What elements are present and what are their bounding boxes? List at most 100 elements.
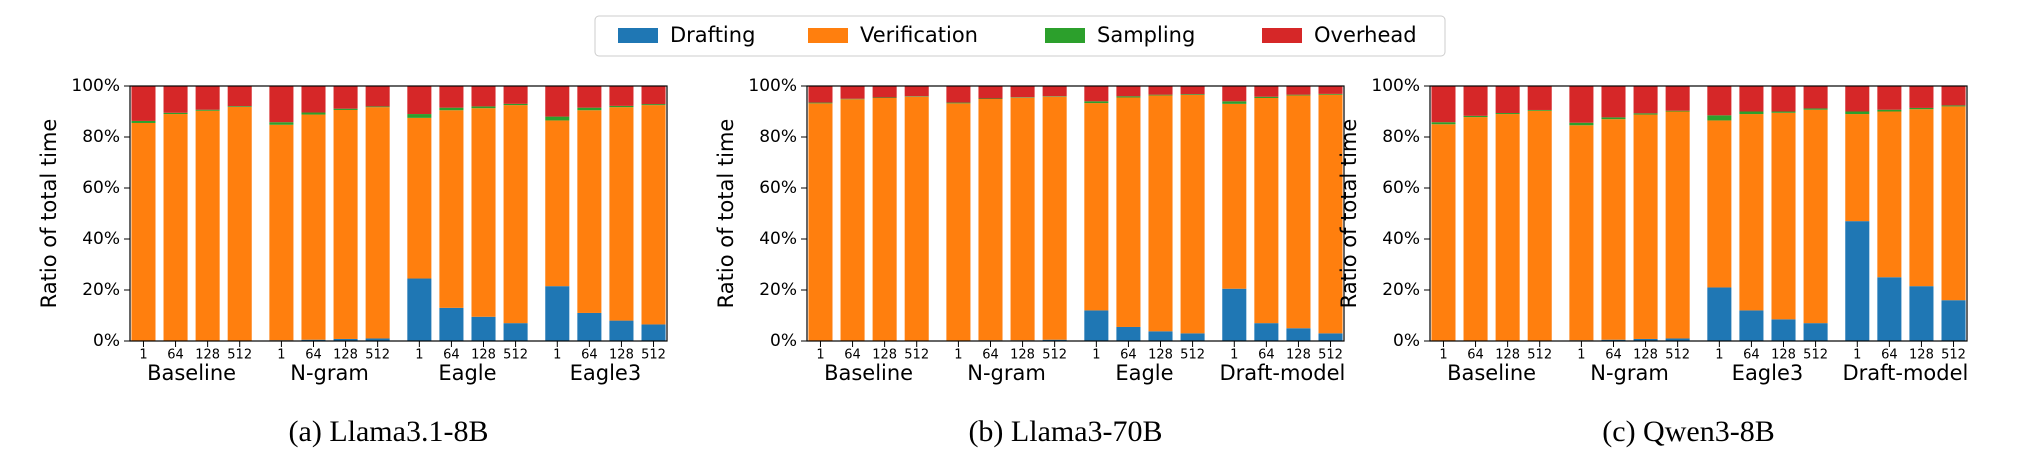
x-tick-label: 512 <box>1318 348 1343 363</box>
bar-segment <box>163 114 188 341</box>
bar-segment <box>1803 323 1828 341</box>
x-tick-label: 1 <box>1439 348 1447 363</box>
x-tick-label: 1 <box>954 348 962 363</box>
y-tick-label: 40% <box>82 229 120 249</box>
bar-segment <box>577 86 602 108</box>
bar-segment <box>407 117 432 279</box>
x-tick-label: 1 <box>415 348 423 363</box>
legend-swatch <box>1262 28 1302 43</box>
x-tick-label: 128 <box>1909 348 1934 363</box>
plot-frame <box>129 85 668 342</box>
caption: (c) Qwen3-8B <box>1602 415 1774 448</box>
bar-segment <box>227 106 252 107</box>
bar-segment <box>609 320 634 341</box>
bar-segment <box>1739 114 1764 311</box>
bar-segment <box>1116 96 1141 98</box>
y-tick-label: 20% <box>759 280 797 300</box>
y-tick-label: 60% <box>759 178 797 198</box>
bar-segment <box>1254 96 1279 98</box>
x-tick-label: 64 <box>1605 348 1622 363</box>
bar-segment <box>1665 86 1690 111</box>
bar-segment <box>1318 94 1343 334</box>
bar-segment <box>1803 109 1828 324</box>
bar-segment <box>1845 86 1870 112</box>
bar-segment <box>1148 331 1173 341</box>
bar-segment <box>1771 111 1796 113</box>
bar-segment <box>301 112 326 115</box>
y-tick-label: 100% <box>748 76 797 96</box>
bar-segment <box>1707 120 1732 288</box>
bar-segment <box>1116 326 1141 341</box>
bar-segment <box>1845 111 1870 115</box>
bar-segment <box>1707 115 1732 121</box>
caption: (b) Llama3-70B <box>968 415 1162 448</box>
bar-segment <box>1495 86 1520 114</box>
x-tick-label: 128 <box>1771 348 1796 363</box>
bar-segment <box>301 339 326 341</box>
bar-segment <box>407 86 432 115</box>
bar-segment <box>503 103 528 106</box>
y-tick-label: 80% <box>1382 127 1420 147</box>
x-tick-label: 128 <box>333 348 358 363</box>
bar-segment <box>1633 86 1658 114</box>
bar-segment <box>1527 110 1552 341</box>
bar-segment <box>365 107 390 339</box>
bar-segment <box>269 86 294 123</box>
bar-segment <box>609 107 634 321</box>
bar-segment <box>1601 86 1626 118</box>
y-tick-label: 40% <box>1382 229 1420 249</box>
bar-segment <box>1042 86 1067 97</box>
y-tick-label: 40% <box>759 229 797 249</box>
x-tick-label: 64 <box>167 348 184 363</box>
bar-segment <box>1771 112 1796 320</box>
legend-label: Overhead <box>1314 23 1417 47</box>
x-tick-label: 512 <box>503 348 528 363</box>
bar-segment <box>1569 125 1594 341</box>
bar-segment <box>946 103 971 341</box>
bar-segment <box>1633 113 1658 115</box>
bar-segment <box>1633 338 1658 341</box>
legend-swatch <box>618 28 658 43</box>
x-tick-label: 64 <box>982 348 999 363</box>
bar-segment <box>1463 86 1488 116</box>
group-label: Eagle3 <box>1732 361 1804 385</box>
bar-segment <box>609 105 634 108</box>
bar-segment <box>131 122 156 341</box>
y-tick-label: 80% <box>759 127 797 147</box>
bar-segment <box>1254 323 1279 341</box>
bar-segment <box>1180 333 1205 341</box>
bar-segment <box>1495 114 1520 341</box>
legend-swatch <box>1045 28 1085 43</box>
bar-segment <box>609 86 634 106</box>
x-tick-label: 1 <box>1853 348 1861 363</box>
group-label: N-gram <box>1590 361 1669 385</box>
bar-segment <box>1010 97 1035 341</box>
bar-segment <box>1909 286 1934 341</box>
bar-segment <box>365 86 390 107</box>
bar-segment <box>503 86 528 104</box>
bar-segment <box>1707 287 1732 341</box>
bar-segment <box>407 114 432 118</box>
x-tick-label: 512 <box>1803 348 1828 363</box>
x-tick-label: 1 <box>139 348 147 363</box>
bar-segment <box>1286 95 1311 329</box>
x-tick-label: 1 <box>1577 348 1585 363</box>
bar-segment <box>1569 86 1594 123</box>
x-tick-label: 1 <box>1092 348 1100 363</box>
bar-segment <box>1116 86 1141 97</box>
bar-segment <box>269 124 294 341</box>
bar-segment <box>1084 103 1109 311</box>
y-axis-label: Ratio of total time <box>1337 119 1361 309</box>
bar-segment <box>577 110 602 313</box>
legend-label: Sampling <box>1097 23 1195 47</box>
x-tick-label: 128 <box>471 348 496 363</box>
y-tick-label: 0% <box>1393 331 1420 351</box>
x-tick-label: 512 <box>1042 348 1067 363</box>
bar-segment <box>840 86 865 99</box>
bar-segment <box>978 99 1003 341</box>
x-tick-label: 128 <box>1286 348 1311 363</box>
x-tick-label: 128 <box>195 348 220 363</box>
bar-segment <box>365 106 390 108</box>
y-tick-label: 100% <box>71 76 120 96</box>
bar-segment <box>333 86 358 109</box>
